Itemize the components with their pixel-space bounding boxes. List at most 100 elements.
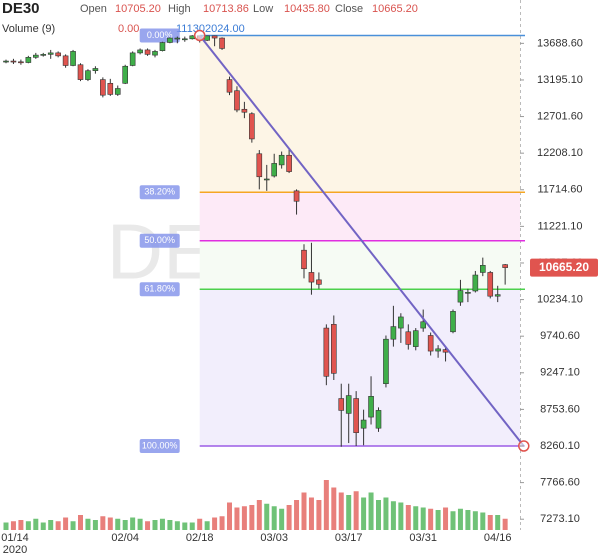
candle-body — [249, 113, 255, 140]
y-tick-label: 11221.10 — [537, 220, 582, 232]
volume-bar — [346, 495, 352, 530]
x-tick-label: 03/31 — [409, 532, 437, 544]
volume-bar — [435, 510, 441, 530]
y-tick-label: 7766.60 — [540, 477, 580, 489]
volume-bar — [450, 511, 456, 530]
volume-bar — [145, 521, 151, 530]
candle-body — [40, 54, 47, 56]
volume-bar — [18, 520, 24, 530]
candle-body — [472, 274, 479, 292]
y-tick-label: 9247.10 — [540, 367, 580, 379]
candle-body — [77, 64, 84, 80]
y-tick-label: 7273.10 — [540, 513, 580, 525]
candle-body — [18, 61, 24, 64]
volume-bar — [137, 518, 143, 530]
header-value: 10665.20 — [372, 3, 418, 15]
candle-body — [234, 90, 240, 111]
volume-bar — [361, 497, 367, 530]
candle-body — [345, 395, 352, 414]
volume-bar — [256, 500, 262, 530]
header-value: 10705.20 — [115, 3, 161, 15]
volume-bar — [55, 521, 61, 530]
candle-body — [25, 57, 32, 63]
candle-body — [3, 60, 9, 63]
fib-label-box — [139, 185, 180, 200]
header: DE30 Volume (9) 0.00 111302024.00 — [2, 0, 245, 35]
volume-bar — [368, 492, 374, 530]
volume-bar — [308, 497, 314, 530]
volume-bar — [405, 505, 411, 530]
volume-bar — [182, 522, 188, 530]
plot-background: DE30,1D — [107, 35, 520, 446]
volume-bar — [390, 501, 396, 530]
volume-bar — [294, 500, 300, 530]
symbol: DE30 — [2, 0, 40, 17]
candle-body — [450, 311, 456, 333]
candle-body — [405, 331, 412, 345]
fib-label: 61.80% — [144, 284, 175, 294]
header-value: 10435.80 — [284, 3, 330, 15]
volume-bar — [472, 511, 478, 530]
volume-bar — [70, 521, 76, 530]
volume-bar — [323, 480, 329, 530]
candle-body — [465, 292, 471, 294]
candle-body — [241, 108, 248, 113]
candle-body — [360, 419, 367, 429]
volume-bar — [227, 502, 232, 530]
volume-bar — [428, 508, 434, 530]
candle-body — [390, 326, 397, 340]
candle-body — [211, 35, 218, 39]
y-tick-label: 12701.60 — [537, 110, 583, 122]
candle-body — [85, 70, 91, 80]
candle-body — [70, 51, 76, 66]
candle-body — [479, 265, 486, 273]
candle-body — [427, 335, 434, 352]
volume-label: Volume (9) — [2, 23, 55, 35]
y-tick-label: 12208.10 — [537, 147, 583, 159]
candle-body — [502, 264, 508, 268]
volume-bar — [413, 506, 419, 530]
candle-body — [189, 35, 196, 40]
x-tick-label: 02/18 — [186, 532, 214, 544]
volume-bar — [204, 521, 210, 530]
volume-bar — [338, 492, 344, 530]
candle-body — [286, 154, 292, 172]
x-tick-label: 04/16 — [484, 532, 512, 544]
candle-body — [412, 330, 419, 347]
candle-body — [301, 249, 307, 270]
candle-body — [204, 35, 210, 41]
header-label: High — [168, 3, 191, 15]
volume-bar — [174, 521, 180, 530]
last-price-box — [530, 258, 598, 277]
candle-body — [338, 398, 345, 411]
volume-bar — [241, 506, 247, 530]
x-tick-label: 01/14 — [1, 532, 29, 544]
volume-bar — [465, 510, 471, 530]
volume-value: 0.00 — [118, 23, 139, 35]
volume-bar — [420, 507, 426, 530]
fib-label-box — [139, 438, 180, 453]
volume-bar — [457, 508, 463, 530]
volume-bar — [301, 492, 307, 530]
candle-body — [375, 410, 382, 429]
y-tick-label: 10234.10 — [537, 293, 583, 305]
candle-body — [129, 52, 136, 66]
candle-body — [159, 42, 166, 51]
fib-band — [199, 192, 520, 241]
volume-bar — [115, 518, 121, 530]
volume-bar — [487, 515, 493, 530]
volume-bar — [152, 520, 158, 530]
volume-bar — [376, 500, 381, 530]
header-label: Low — [253, 3, 273, 15]
candle-body — [330, 324, 337, 374]
volume-bar — [92, 520, 98, 530]
volume-bar — [25, 521, 31, 530]
candle-body — [256, 153, 263, 178]
volume-bar — [33, 518, 39, 530]
volume-bar — [197, 518, 203, 530]
candle-body — [398, 316, 404, 329]
volume-bar — [122, 520, 128, 530]
fib-label-box — [139, 282, 180, 297]
y-tick-label: 13195.10 — [537, 74, 583, 86]
